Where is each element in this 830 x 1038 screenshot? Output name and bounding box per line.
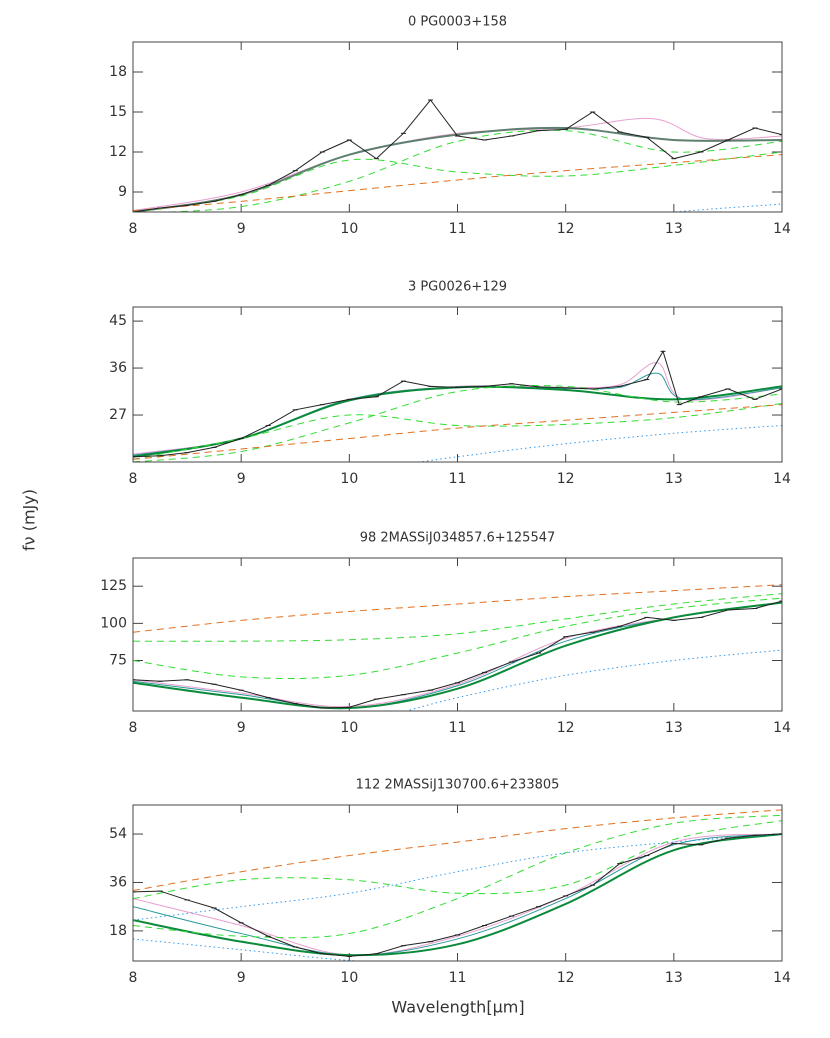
plot-area (133, 99, 782, 212)
series-line (154, 129, 782, 212)
series-line (133, 833, 782, 956)
x-axis-label: Wavelength[μm] (391, 998, 524, 1017)
y-tick-label: 36 (109, 360, 127, 376)
series-line (133, 99, 782, 212)
series-line (133, 833, 782, 921)
x-tick-label: 14 (773, 471, 791, 487)
x-tick-label: 10 (340, 970, 358, 986)
series-line (133, 833, 782, 957)
x-tick-label: 9 (237, 221, 246, 237)
y-tick-label: 125 (100, 578, 127, 594)
x-tick-label: 11 (449, 471, 467, 487)
x-tick-label: 12 (557, 221, 575, 237)
series-line (404, 649, 782, 711)
y-tick-label: 100 (100, 615, 127, 631)
panel: 98 2MASSiJ034857.6+125547 8 9 10 11 12 13 14 75 1… (100, 531, 791, 737)
y-tick-label: 54 (109, 826, 127, 842)
series-line (133, 593, 782, 642)
series-line (133, 601, 782, 710)
panel: 3 PG0026+129 8 9 10 11 12 13 14 27 36 45 (109, 280, 791, 488)
plot-frame (132, 804, 783, 962)
x-tick-label: 10 (340, 471, 358, 487)
series-line (133, 584, 782, 633)
y-tick-label: 9 (118, 184, 127, 200)
x-tick-label: 13 (665, 471, 683, 487)
series-line (133, 809, 782, 892)
plot-frame (132, 41, 783, 213)
series-line (416, 424, 782, 462)
panel-title: 98 2MASSiJ034857.6+125547 (360, 531, 556, 546)
x-tick-label: 10 (340, 221, 358, 237)
series-line (133, 597, 782, 680)
y-axis-label: fν (mJy) (20, 489, 39, 551)
series-line (133, 602, 782, 708)
x-tick-label: 12 (557, 720, 575, 736)
x-tick-label: 9 (237, 970, 246, 986)
plot-area (133, 809, 782, 961)
panel: 0 PG0003+158 8 9 10 11 12 13 14 9 12 15 18 (109, 15, 791, 238)
plot-frame (132, 306, 783, 463)
series-line (133, 820, 782, 900)
x-tick-label: 12 (557, 471, 575, 487)
x-tick-label: 13 (665, 221, 683, 237)
x-tick-label: 11 (449, 720, 467, 736)
series-line (133, 833, 782, 956)
x-tick-label: 8 (129, 720, 138, 736)
y-tick-label: 45 (109, 313, 127, 329)
x-tick-label: 14 (773, 221, 791, 237)
y-tick-label: 18 (109, 64, 127, 80)
series-line (133, 833, 782, 957)
series-line (133, 154, 782, 212)
panel: 112 2MASSiJ130700.6+233805 8 9 10 11 12 13 14 18… (109, 778, 791, 987)
x-tick-label: 9 (237, 471, 246, 487)
series-line (133, 350, 782, 458)
plot-area (133, 350, 782, 462)
series-line (133, 385, 782, 462)
plot-area (133, 584, 782, 711)
y-tick-label: 27 (109, 407, 127, 423)
series-line (133, 385, 782, 458)
x-tick-label: 12 (557, 970, 575, 986)
series-line (133, 938, 365, 961)
x-tick-label: 8 (129, 970, 138, 986)
x-tick-label: 8 (129, 471, 138, 487)
series-line (133, 151, 782, 212)
x-tick-label: 13 (665, 970, 683, 986)
y-tick-label: 12 (109, 144, 127, 160)
x-tick-label: 14 (773, 720, 791, 736)
x-tick-label: 9 (237, 720, 246, 736)
x-tick-label: 8 (129, 221, 138, 237)
y-tick-label: 36 (109, 874, 127, 890)
x-tick-label: 10 (340, 720, 358, 736)
y-tick-label: 75 (109, 652, 127, 668)
y-tick-label: 18 (109, 923, 127, 939)
x-tick-label: 11 (449, 221, 467, 237)
series-line (133, 404, 782, 460)
y-tick-label: 15 (109, 104, 127, 120)
x-tick-label: 14 (773, 970, 791, 986)
series-line (133, 372, 782, 456)
x-tick-label: 13 (665, 720, 683, 736)
panel-title: 112 2MASSiJ130700.6+233805 (356, 778, 560, 793)
series-line (133, 814, 782, 939)
panel-title: 0 PG0003+158 (408, 15, 507, 30)
panel-title: 3 PG0026+129 (408, 280, 507, 295)
plot-frame (132, 557, 783, 712)
series-line (133, 126, 782, 212)
x-tick-label: 11 (449, 970, 467, 986)
